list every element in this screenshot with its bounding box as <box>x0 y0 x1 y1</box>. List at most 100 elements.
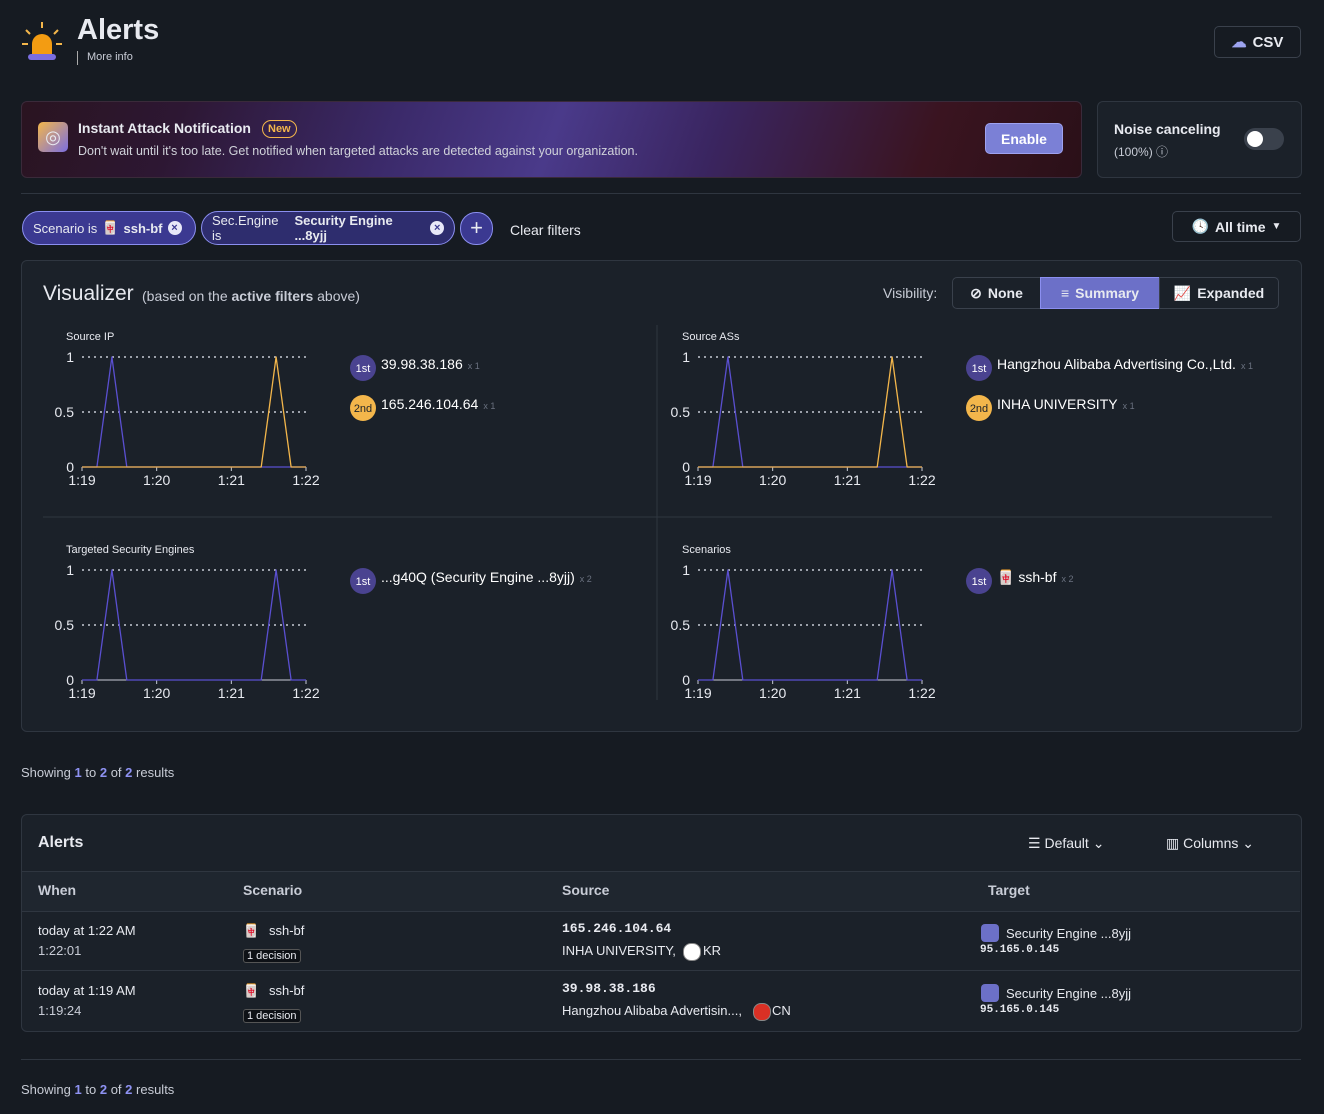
x-tick-label: 1:20 <box>143 685 170 701</box>
target-name: Security Engine ...8yjj <box>1006 986 1132 1001</box>
legend-name: INHA UNIVERSITY <box>997 396 1118 412</box>
decision: 1 decision <box>243 1009 301 1023</box>
chip-value: ssh-bf <box>123 220 163 236</box>
csv-button[interactable]: ☁ CSV <box>1214 26 1301 58</box>
country: CN <box>772 1003 791 1018</box>
when: today at 1:22 AM <box>38 923 136 938</box>
visualizer-title: Visualizer <box>43 282 134 305</box>
alert-icon <box>22 22 62 60</box>
scenario: ssh-bf <box>269 923 305 938</box>
decision: 1 decision <box>243 949 301 963</box>
when: today at 1:19 AM <box>38 983 136 998</box>
noise-toggle[interactable] <box>1244 128 1284 150</box>
t: 1 <box>74 765 82 780</box>
visualizer-charts: Source IP 0 0.5 1 1:19 1:20 1:21 1:22 1st 39.98.3… <box>43 325 1272 701</box>
t: to <box>85 765 97 780</box>
enable-button[interactable]: Enable <box>985 123 1063 154</box>
table-header <box>22 871 1300 912</box>
y-tick-label: 0 <box>66 672 74 688</box>
x-tick-label: 1:21 <box>834 685 861 701</box>
y-tick-label: 0 <box>66 459 74 475</box>
t: of <box>110 1082 122 1097</box>
t: Showing <box>21 1082 71 1097</box>
t: Showing <box>21 765 71 780</box>
x-tick-label: 1:19 <box>68 472 95 488</box>
filter-chip[interactable]: Sec.Engine is Security Engine ...8yjj × <box>201 211 455 245</box>
x-tick-label: 1:21 <box>218 685 245 701</box>
t: of <box>110 765 122 780</box>
flag <box>683 943 701 961</box>
rank: 1st <box>356 576 371 588</box>
banner-text: Don't wait until it's too late. Get noti… <box>78 144 638 158</box>
t: 2 <box>125 1082 133 1097</box>
legend-icon: 🀄 <box>997 569 1018 586</box>
series-line <box>698 356 922 468</box>
rank-badge <box>966 395 992 421</box>
y-tick-label: 0.5 <box>671 404 691 420</box>
legend-count: x 2 <box>580 574 592 584</box>
rank: 1st <box>972 363 987 375</box>
x-tick-label: 1:19 <box>684 472 711 488</box>
visualizer-box <box>21 260 1302 732</box>
option-label: None <box>987 285 1023 301</box>
panel-title: Scenarios <box>682 544 731 556</box>
rank: 1st <box>972 576 987 588</box>
divider <box>21 193 1301 194</box>
rank: 2nd <box>970 403 988 415</box>
legend-entry: INHA UNIVERSITY x 1 <box>997 396 1135 412</box>
x-tick-label: 1:19 <box>684 685 711 701</box>
divider <box>21 1059 1301 1060</box>
scenario-icon: 🀄 <box>243 983 260 998</box>
source-ip: 165.246.104.64 <box>562 921 672 936</box>
add-filter[interactable]: + <box>460 212 493 245</box>
column-header: When <box>38 882 77 898</box>
x-tick-label: 1:20 <box>759 685 786 701</box>
legend-count: x 1 <box>1241 361 1253 371</box>
alerts-table <box>21 814 1302 1032</box>
scenario: ssh-bf <box>269 983 305 998</box>
columns-select[interactable]: ▥ Columns ⌄ <box>1166 835 1254 851</box>
banner-icon: ◎ <box>38 122 68 152</box>
x-tick-label: 1:21 <box>834 472 861 488</box>
noise-percent: (100%) <box>1114 145 1153 159</box>
visibility-option[interactable]: ≡ Summary <box>1040 277 1160 309</box>
rank: 1st <box>356 363 371 375</box>
target-ip: 95.165.0.145 <box>980 944 1060 956</box>
legend-name: 165.246.104.64 <box>381 396 479 412</box>
chip-remove[interactable]: × <box>430 221 444 235</box>
toggle-knob <box>1247 131 1263 147</box>
legend-count: x 1 <box>468 361 480 371</box>
scenario-icon: 🀄 <box>243 923 260 938</box>
visualizer-note: (based on the active filters above) <box>142 288 360 304</box>
t: 2 <box>99 1082 108 1097</box>
time-select[interactable]: 🕓 All time ▼ <box>1172 211 1301 242</box>
t: 2 <box>99 765 108 780</box>
target-ip: 95.165.0.145 <box>980 1004 1060 1016</box>
panel-title: Targeted Security Engines <box>66 544 195 556</box>
x-tick-label: 1:20 <box>143 472 170 488</box>
clear-filters[interactable]: Clear filters <box>510 222 581 238</box>
filter-chip[interactable]: Scenario is 🀄 ssh-bf × <box>22 211 196 245</box>
x-tick-label: 1:20 <box>759 472 786 488</box>
x-tick-label: 1:22 <box>908 472 935 488</box>
row-divider <box>22 970 1300 971</box>
x-tick-label: 1:21 <box>218 472 245 488</box>
source-as: INHA UNIVERSITY, <box>562 943 676 958</box>
y-tick-label: 0.5 <box>55 617 75 633</box>
legend-entry: Hangzhou Alibaba Advertising Co.,Ltd. x 1 <box>997 356 1253 372</box>
series-line <box>82 356 306 468</box>
panel-title: Source IP <box>66 331 114 343</box>
view-select[interactable]: ☰ Default ⌄ <box>1028 835 1105 851</box>
chip-icon: 🀄 <box>102 220 119 235</box>
noise-value: (100%) ⓘ <box>1114 145 1169 159</box>
chip-remove[interactable]: × <box>167 221 182 235</box>
y-tick-label: 0 <box>682 459 690 475</box>
visibility-option[interactable]: 📈 Expanded <box>1159 277 1279 309</box>
series-line <box>698 569 922 681</box>
legend-count: x 2 <box>1061 574 1073 584</box>
option-label: Summary <box>1075 285 1139 301</box>
column-header: Target <box>988 882 1030 898</box>
legend-entry: 39.98.38.186 x 1 <box>381 356 480 372</box>
more-info[interactable]: More info <box>77 51 133 65</box>
country: KR <box>703 943 722 958</box>
